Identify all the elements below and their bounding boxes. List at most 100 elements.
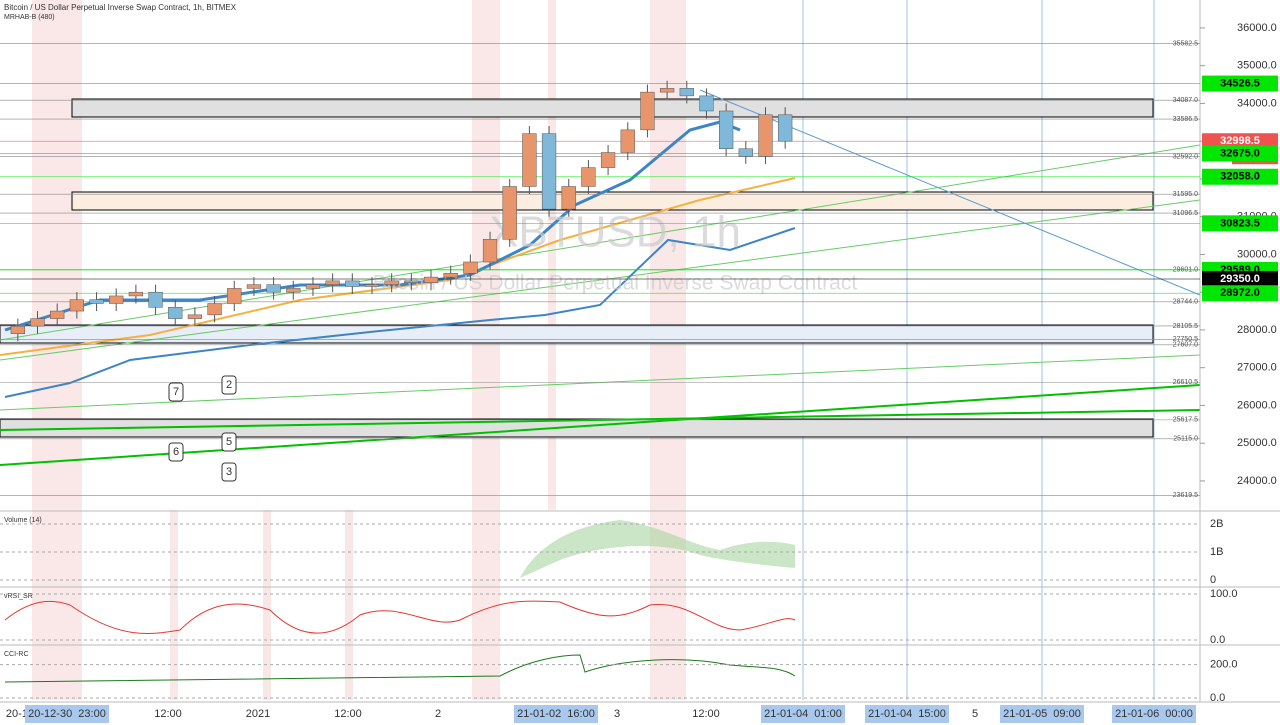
price-level-label: 29350.0 bbox=[1220, 273, 1260, 285]
x-tick-label: 21-01-05 09:00 bbox=[1003, 708, 1081, 720]
price-level-badge bbox=[1202, 215, 1278, 232]
price-level-label: 32998.5 bbox=[1220, 135, 1260, 147]
candle-body bbox=[482, 239, 498, 263]
pane-title: vRSI_SR bbox=[4, 593, 33, 600]
y-tick-label: 24000.0 bbox=[1237, 475, 1277, 487]
zone-box bbox=[0, 324, 1154, 344]
pattern-label: 6 bbox=[173, 446, 179, 458]
level-label: 27607.0 bbox=[1173, 342, 1198, 349]
level-label: 28105.5 bbox=[1173, 323, 1198, 330]
price-level-label: 34526.5 bbox=[1220, 77, 1260, 89]
x-tick-label: 2 bbox=[435, 708, 441, 720]
candle-body bbox=[463, 261, 478, 274]
candle-body bbox=[364, 284, 380, 287]
level-label: 25617.5 bbox=[1173, 417, 1198, 424]
price-level-badge bbox=[1202, 145, 1278, 162]
candle-body bbox=[227, 288, 242, 304]
x-label-badge bbox=[1000, 705, 1084, 723]
x-tick-label: 5 bbox=[972, 708, 978, 720]
pattern-callout bbox=[221, 432, 237, 452]
candle-body bbox=[345, 280, 360, 287]
candle-body bbox=[778, 114, 793, 142]
candle-body bbox=[168, 307, 183, 319]
level-label: 34087.0 bbox=[1173, 97, 1198, 104]
y-tick-label: 28000.0 bbox=[1237, 324, 1277, 336]
pattern-callout bbox=[221, 462, 237, 482]
x-label-badge bbox=[761, 705, 845, 723]
candle-body bbox=[207, 303, 222, 316]
x-tick-label: 12:00 bbox=[692, 708, 720, 720]
pattern-callout bbox=[168, 442, 184, 462]
y-tick-label: 27000.0 bbox=[1237, 362, 1277, 374]
price-level-badge bbox=[1202, 168, 1278, 185]
price-level-label: 30823.5 bbox=[1220, 217, 1260, 229]
price-level-label: 32058.0 bbox=[1220, 171, 1260, 183]
pane-tick-label: 0.0 bbox=[1210, 634, 1225, 646]
zone-box bbox=[0, 418, 1154, 438]
candle-body bbox=[738, 148, 753, 157]
price-level-label: 28972.0 bbox=[1220, 287, 1260, 299]
pattern-label: 7 bbox=[173, 386, 179, 398]
x-tick-label: 20-12-30 23:00 bbox=[28, 708, 106, 720]
candle-body bbox=[384, 280, 399, 285]
pane-title: CCI-RC bbox=[4, 651, 29, 658]
y-tick-label: 30000.0 bbox=[1237, 248, 1277, 260]
candle-body bbox=[89, 299, 104, 304]
candle-body bbox=[325, 280, 340, 285]
candle-body bbox=[679, 88, 694, 97]
level-label: 31096.5 bbox=[1173, 210, 1198, 217]
x-tick-label: 12:00 bbox=[334, 708, 362, 720]
chart-title: Bitcoin / US Dollar Perpetual Inverse Sw… bbox=[4, 3, 237, 12]
pattern-callout bbox=[221, 375, 237, 395]
watermark: XBTUSD, 1h bbox=[489, 208, 741, 257]
rsi-line bbox=[4, 600, 796, 635]
y-tick-label: 26000.0 bbox=[1237, 399, 1277, 411]
candle-body bbox=[50, 310, 65, 319]
pane-tick-label: 100.0 bbox=[1210, 588, 1238, 600]
time-axis bbox=[0, 704, 1280, 725]
candle-body bbox=[758, 114, 773, 157]
price-level-badge bbox=[1202, 285, 1278, 302]
x-tick-label: 21-01-04 01:00 bbox=[764, 708, 842, 720]
pane-separators bbox=[0, 0, 1280, 703]
x-tick-label: 3 bbox=[614, 708, 620, 720]
candle-body bbox=[640, 91, 655, 131]
pane-tick-label: 200.0 bbox=[1210, 659, 1238, 671]
candle-body bbox=[522, 133, 537, 187]
candle-body bbox=[109, 295, 124, 304]
price-level-label: 32675.0 bbox=[1220, 147, 1260, 159]
candle-body bbox=[128, 291, 144, 297]
level-label: 27750.5 bbox=[1173, 336, 1198, 343]
pattern-callout bbox=[168, 382, 184, 402]
candle-body bbox=[443, 273, 458, 278]
candle-body bbox=[620, 129, 635, 153]
pane-tick-label: 1B bbox=[1210, 546, 1223, 558]
candle-body bbox=[266, 284, 281, 293]
x-label-badge bbox=[25, 705, 109, 723]
candle-body bbox=[286, 288, 301, 293]
candle-body bbox=[246, 284, 262, 289]
pane-tick-label: 0.0 bbox=[1210, 692, 1225, 704]
candle-body bbox=[600, 152, 616, 168]
level-label: 25115.0 bbox=[1173, 436, 1198, 443]
price-level-badge bbox=[1202, 133, 1278, 150]
candle-body bbox=[404, 280, 419, 283]
subtitle: MRHAB-B (480) bbox=[4, 14, 55, 21]
x-label-badge bbox=[1112, 705, 1196, 723]
candle-body bbox=[30, 318, 45, 327]
level-label: 35582.5 bbox=[1173, 41, 1198, 48]
zone-box bbox=[71, 98, 1154, 118]
volume-band bbox=[520, 520, 795, 578]
level-label: 28744.0 bbox=[1173, 299, 1198, 306]
x-tick-label: 21-01-06 00:00 bbox=[1115, 708, 1193, 720]
candle-body bbox=[719, 110, 734, 149]
candle-body bbox=[581, 167, 596, 187]
x-tick-label: 21-01-02 16:00 bbox=[517, 708, 595, 720]
pane-title: Volume (14) bbox=[4, 517, 42, 524]
candle-body bbox=[561, 186, 576, 210]
y-tick-label: 34000.0 bbox=[1237, 97, 1277, 109]
candle-body bbox=[502, 186, 517, 240]
watermark-sub: Bitcoin / US Dollar Perpetual Inverse Sw… bbox=[373, 272, 858, 295]
